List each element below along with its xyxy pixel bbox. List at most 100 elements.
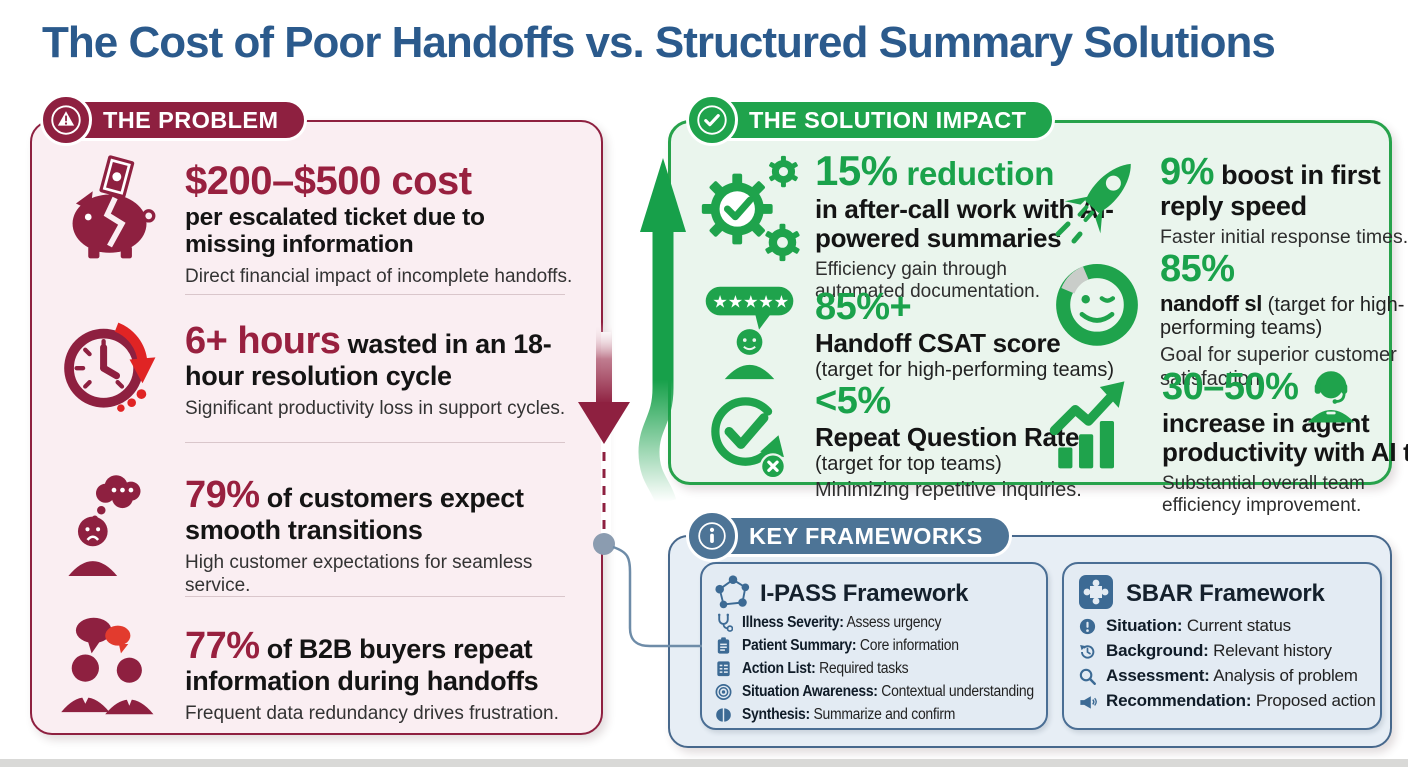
item-text: Core information <box>856 636 959 654</box>
stat-inline: wasted in an 18-hour resolution cycle <box>185 329 552 391</box>
item-label: Synthesis: <box>742 705 810 723</box>
brain-icon <box>716 708 731 722</box>
clock-wasted-time-icon <box>50 312 168 425</box>
divider <box>185 596 565 597</box>
task-list-icon <box>717 661 730 677</box>
item-text: Current status <box>1182 616 1291 635</box>
item-text: Proposed action <box>1251 691 1376 710</box>
item-text: Required tasks <box>815 659 909 677</box>
stat-bold: Repeat Question Rate <box>815 421 1080 452</box>
svg-text:★★★★★: ★★★★★ <box>712 293 789 313</box>
item-label: Action List: <box>742 659 816 677</box>
exclamation-icon <box>1079 618 1096 634</box>
solution-item-reduction: 15% reduction in after-call work with AI… <box>815 147 1145 304</box>
sbar-item-assessment: Assessment: Analysis of problem <box>1078 666 1358 686</box>
stat-subline: per escalated ticket due to missing info… <box>185 204 485 259</box>
problem-item-expectations: 79% of customers expect smooth transitio… <box>185 474 575 597</box>
csat-review-icon: ★★★★★ <box>700 282 800 387</box>
stat-note: (target for high-performing teams) <box>815 359 1115 382</box>
ipass-item-summary: Patient Summary: Core information <box>714 636 983 655</box>
stat-value: 79% <box>185 474 260 516</box>
stat-description: Faster initial response times. <box>1160 226 1408 249</box>
stat-value: 77% <box>185 625 260 667</box>
solution-item-repeat-rate: <5% Repeat Question Rate (target for top… <box>815 382 1145 502</box>
problem-item-repeat: 77% of B2B buyers repeat information dur… <box>185 625 575 725</box>
solution-item-csat: 85%+ Handoff CSAT score (target for high… <box>815 288 1145 382</box>
stat-bold: in after-call work with AI-powered summa… <box>815 193 1114 254</box>
support-agent-icon <box>1300 362 1362 429</box>
stat-description: Efficiency gain through automated docume… <box>815 258 1040 303</box>
problem-badge: THE PROBLEM <box>40 94 308 146</box>
stat-inline: of B2B buyers repeat information during … <box>185 634 539 696</box>
stat-value2: reduction <box>897 155 1055 192</box>
ipass-title: I-PASS Framework <box>760 580 969 607</box>
piggy-bank-broken-icon <box>55 152 173 269</box>
stat-bold: Handoff CSAT score <box>815 327 1061 358</box>
stat-value: 6+ hours <box>185 320 341 362</box>
history-icon <box>1080 644 1095 659</box>
puzzle-icon <box>1076 572 1116 617</box>
stethoscope-icon <box>717 613 733 632</box>
warning-icon <box>40 94 92 146</box>
stat-inline: boost in first reply speed <box>1160 160 1381 221</box>
ipass-item-situation: Situation Awareness: Contextual understa… <box>714 682 1066 701</box>
problem-item-cost: $200–$500 cost per escalated ticket due … <box>185 160 575 288</box>
stat-value: <5% <box>815 380 891 422</box>
check-circle-icon <box>686 94 738 146</box>
item-label: Situation Awareness: <box>742 682 878 700</box>
stat-description: Substantial overall team efficiency impr… <box>1162 472 1365 517</box>
ipass-item-actions: Action List: Required tasks <box>714 659 927 678</box>
megaphone-icon <box>1080 695 1097 709</box>
sbar-title: SBAR Framework <box>1126 580 1325 607</box>
sbar-item-recommendation: Recommendation: Proposed action <box>1078 691 1376 711</box>
stat-note: (target for high-performing teams) <box>1160 293 1405 339</box>
solution-item-productivity: 30–50% increase in agent productivity wi… <box>1162 368 1408 518</box>
ipass-card <box>700 562 1048 730</box>
ipass-item-illness: Illness Severity: Assess urgency <box>714 613 963 632</box>
divider <box>185 294 565 295</box>
stat-inline: of customers expect smooth transitions <box>185 483 524 545</box>
item-label: Background: <box>1106 641 1209 660</box>
stat-value: 30–50% <box>1162 366 1299 408</box>
smiley-donut-icon <box>1050 256 1144 355</box>
stat-value: 9% <box>1160 151 1214 193</box>
item-label: Patient Summary: <box>742 636 857 654</box>
frameworks-badge: KEY FRAMEWORKS <box>686 510 1012 562</box>
customer-thinking-icon <box>55 465 173 588</box>
solution-badge: THE SOLUTION IMPACT <box>686 94 1056 146</box>
item-text: Analysis of problem <box>1209 666 1358 685</box>
ipass-item-synthesis: Synthesis: Summarize and confirm <box>714 705 979 724</box>
item-label: Recommendation: <box>1106 691 1252 710</box>
growth-chart-icon <box>1045 370 1149 479</box>
stat-description: High customer expectations for seamless … <box>185 552 533 597</box>
bottom-strip <box>0 759 1408 767</box>
target-icon <box>715 683 732 700</box>
info-icon <box>686 510 738 562</box>
stat-note: (target for top teams) <box>815 453 1002 476</box>
gears-check-icon <box>692 148 810 271</box>
stat-bold: nandoff sl <box>1160 290 1263 316</box>
stat-description: Significant productivity loss in support… <box>185 398 566 420</box>
problem-badge-label: THE PROBLEM <box>56 99 308 141</box>
molecule-icon <box>714 574 752 617</box>
stat-description: Minimizing repetitive inquiries. <box>815 478 1082 501</box>
divider <box>185 442 565 443</box>
rocket-icon <box>1050 148 1150 253</box>
page-title: The Cost of Poor Handoffs vs. Structured… <box>42 18 1276 67</box>
sbar-item-situation: Situation: Current status <box>1078 616 1291 636</box>
magnifier-icon <box>1079 668 1096 685</box>
stat-bold: increase in agent productivity with AI t… <box>1162 407 1408 468</box>
sbar-item-background: Background: Relevant history <box>1078 641 1332 661</box>
item-text: Summarize and confirm <box>809 705 956 723</box>
stat-value: 85% <box>1160 248 1235 290</box>
solution-badge-label: THE SOLUTION IMPACT <box>702 99 1056 141</box>
people-talking-icon <box>52 612 170 725</box>
stat-description: Direct financial impact of incomplete ha… <box>185 265 573 287</box>
stat-value: 15% <box>815 147 898 194</box>
item-text: Relevant history <box>1208 641 1332 660</box>
stat-description: Goal for superior customer satisfaction. <box>1160 344 1397 390</box>
stat-description: Frequent data redundancy drives frustrat… <box>185 703 559 725</box>
solution-item-handoff-target: 85% nandoff sl (target for high-performi… <box>1160 250 1408 391</box>
item-label: Assessment: <box>1106 666 1210 685</box>
